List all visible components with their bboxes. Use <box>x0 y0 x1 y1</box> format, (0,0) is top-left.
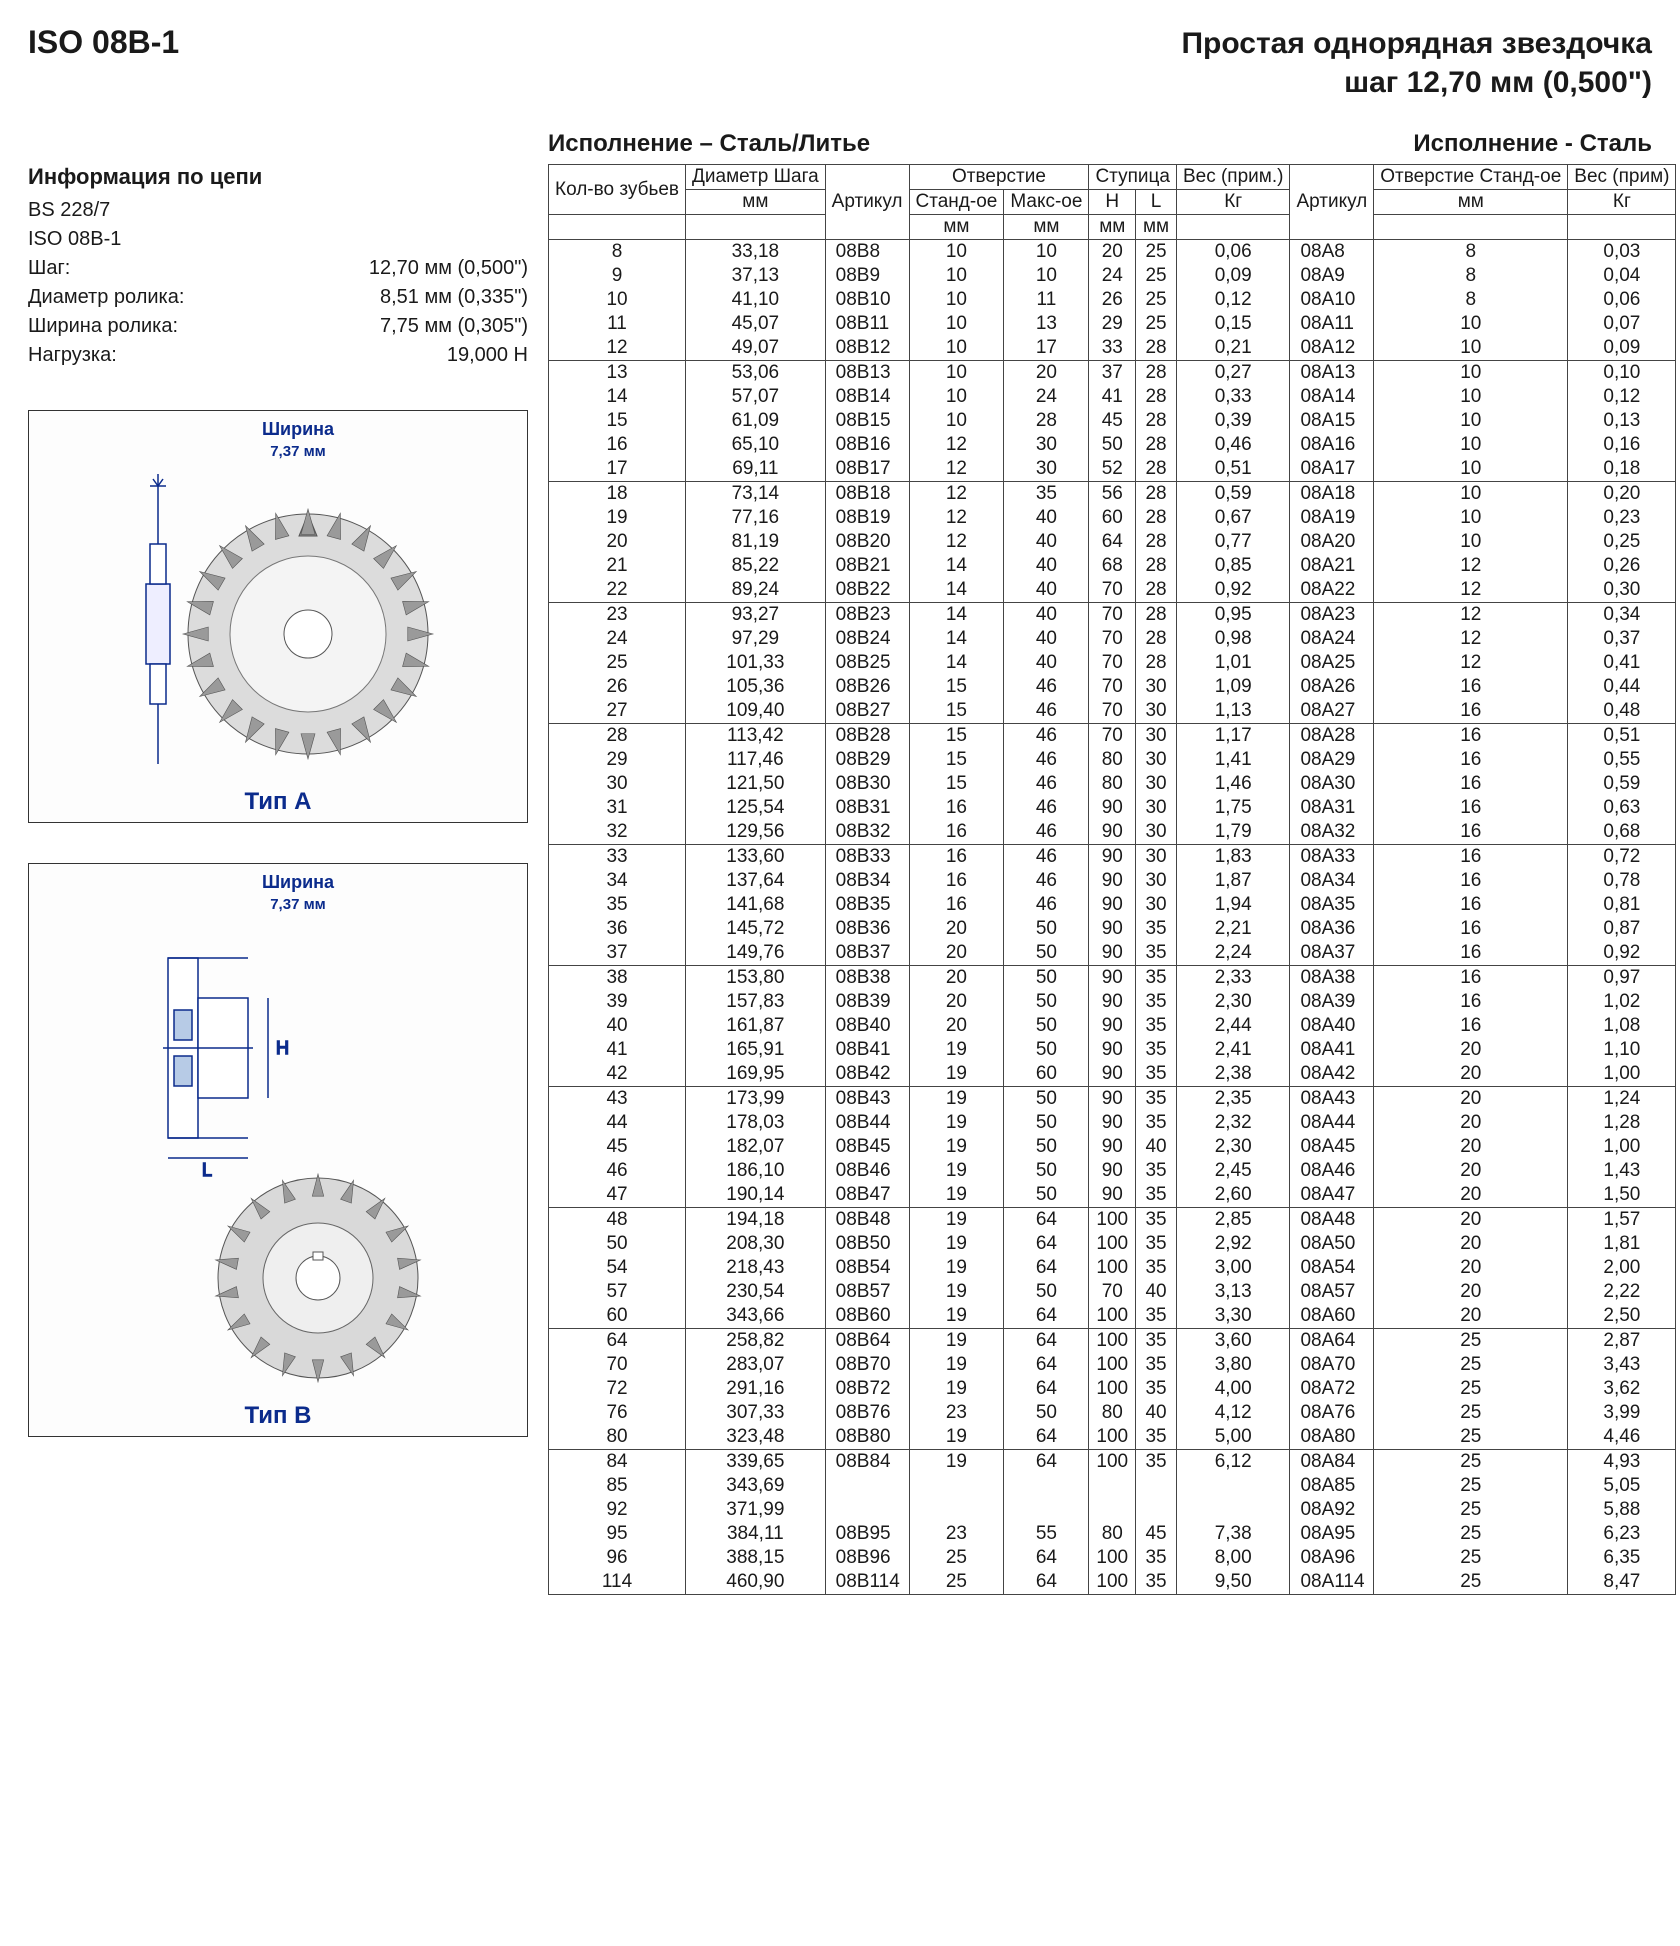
table-row: 42169,9508B42196090352,3808A42201,00 <box>549 1062 1676 1087</box>
execution-right: Исполнение - Сталь <box>1413 130 1652 158</box>
table-row: 85343,6908A85255,05 <box>549 1474 1676 1498</box>
chain-info-title: Информация по цепи <box>28 164 528 190</box>
sprocket-type-b-svg: H L <box>98 918 458 1398</box>
table-row: 84339,6508B841964100356,1208A84254,93 <box>549 1450 1676 1475</box>
diagram-b-caption: Тип B <box>39 1402 517 1430</box>
chain-info-line: BS 228/7 <box>28 196 528 225</box>
table-row: 28113,4208B28154670301,1708A28160,51 <box>549 724 1676 749</box>
table-row: 26105,3608B26154670301,0908A26160,44 <box>549 675 1676 699</box>
execution-subheader: Исполнение – Сталь/Литье Исполнение - Ст… <box>548 130 1652 158</box>
diagram-type-b: Ширина 7,37 мм H L <box>28 863 528 1436</box>
table-row: 2289,2408B22144070280,9208A22120,30 <box>549 578 1676 603</box>
diagram-a-caption: Тип A <box>39 788 517 816</box>
table-row: 96388,1508B962564100358,0008A96256,35 <box>549 1546 1676 1570</box>
table-row: 833,1808B8101020250,0608A880,03 <box>549 240 1676 265</box>
table-row: 41165,9108B41195090352,4108A41201,10 <box>549 1038 1676 1062</box>
table-row: 1769,1108B17123052280,5108A17100,18 <box>549 457 1676 482</box>
table-row: 92371,9908A92255,88 <box>549 1498 1676 1522</box>
chain-info-line: Диаметр ролика:8,51 мм (0,335") <box>28 283 528 312</box>
iso-code: ISO 08B-1 <box>28 24 179 61</box>
page-title: Простая однорядная звездочка шаг 12,70 м… <box>1181 24 1652 102</box>
table-row: 30121,5008B30154680301,4608A30160,59 <box>549 772 1676 796</box>
chain-info-line: ISO 08B-1 <box>28 225 528 254</box>
table-row: 2185,2208B21144068280,8508A21120,26 <box>549 554 1676 578</box>
table-row: 54218,4308B541964100353,0008A54202,00 <box>549 1256 1676 1280</box>
table-row: 32129,5608B32164690301,7908A32160,68 <box>549 820 1676 845</box>
table-body: 833,1808B8101020250,0608A880,03937,1308B… <box>549 240 1676 1595</box>
table-row: 2081,1908B20124064280,7708A20100,25 <box>549 530 1676 554</box>
table-row: 76307,3308B76235080404,1208A76253,99 <box>549 1401 1676 1425</box>
table-row: 72291,1608B721964100354,0008A72253,62 <box>549 1377 1676 1401</box>
table-row: 36145,7208B36205090352,2108A36160,87 <box>549 917 1676 941</box>
table-row: 27109,4008B27154670301,1308A27160,48 <box>549 699 1676 724</box>
chain-info-line: Нагрузка:19,000 Н <box>28 341 528 370</box>
sprocket-type-a-svg <box>98 464 458 784</box>
table-row: 33133,6008B33164690301,8308A33160,72 <box>549 845 1676 870</box>
table-row: 70283,0708B701964100353,8008A70253,43 <box>549 1353 1676 1377</box>
svg-text:H: H <box>276 1038 289 1058</box>
sprocket-table: Кол-во зубьев Диаметр Шага Артикул Отвер… <box>548 164 1676 1595</box>
table-row: 95384,1108B95235580457,3808A95256,23 <box>549 1522 1676 1546</box>
table-row: 37149,7608B37205090352,2408A37160,92 <box>549 941 1676 966</box>
table-row: 1249,0708B12101733280,2108A12100,09 <box>549 336 1676 361</box>
table-row: 2497,2908B24144070280,9808A24120,37 <box>549 627 1676 651</box>
table-row: 1561,0908B15102845280,3908A15100,13 <box>549 409 1676 433</box>
table-row: 114460,9008B1142564100359,5008A114258,47 <box>549 1570 1676 1595</box>
table-row: 1457,0708B14102441280,3308A14100,12 <box>549 385 1676 409</box>
chain-info-block: Информация по цепи BS 228/7ISO 08B-1Шаг:… <box>28 164 528 370</box>
table-row: 1145,0708B11101329250,1508A11100,07 <box>549 312 1676 336</box>
page-header: ISO 08B-1 Простая однорядная звездочка ш… <box>28 24 1652 102</box>
table-row: 1977,1608B19124060280,6708A19100,23 <box>549 506 1676 530</box>
chain-info-line: Ширина ролика:7,75 мм (0,305") <box>28 312 528 341</box>
table-row: 50208,3008B501964100352,9208A50201,81 <box>549 1232 1676 1256</box>
table-row: 57230,5408B57195070403,1308A57202,22 <box>549 1280 1676 1304</box>
table-row: 35141,6808B35164690301,9408A35160,81 <box>549 893 1676 917</box>
table-row: 60343,6608B601964100353,3008A60202,50 <box>549 1304 1676 1329</box>
table-row: 40161,8708B40205090352,4408A40161,08 <box>549 1014 1676 1038</box>
table-row: 1665,1008B16123050280,4608A16100,16 <box>549 433 1676 457</box>
table-row: 45182,0708B45195090402,3008A45201,00 <box>549 1135 1676 1159</box>
table-row: 39157,8308B39205090352,3008A39161,02 <box>549 990 1676 1014</box>
table-row: 2393,2708B23144070280,9508A23120,34 <box>549 603 1676 628</box>
chain-info-line: Шаг:12,70 мм (0,500") <box>28 254 528 283</box>
execution-left: Исполнение – Сталь/Литье <box>548 130 870 158</box>
table-row: 38153,8008B38205090352,3308A38160,97 <box>549 966 1676 991</box>
table-row: 47190,1408B47195090352,6008A47201,50 <box>549 1183 1676 1208</box>
svg-text:L: L <box>202 1160 212 1180</box>
table-head: Кол-во зубьев Диаметр Шага Артикул Отвер… <box>549 165 1676 240</box>
table-row: 80323,4808B801964100355,0008A80254,46 <box>549 1425 1676 1450</box>
table-row: 48194,1808B481964100352,8508A48201,57 <box>549 1208 1676 1233</box>
table-row: 34137,6408B34164690301,8708A34160,78 <box>549 869 1676 893</box>
table-row: 31125,5408B31164690301,7508A31160,63 <box>549 796 1676 820</box>
table-row: 1041,1008B10101126250,1208A1080,06 <box>549 288 1676 312</box>
table-row: 46186,1008B46195090352,4508A46201,43 <box>549 1159 1676 1183</box>
diagram-type-a: Ширина 7,37 мм <box>28 410 528 823</box>
table-row: 25101,3308B25144070281,0108A25120,41 <box>549 651 1676 675</box>
table-row: 64258,8208B641964100353,6008A64252,87 <box>549 1329 1676 1354</box>
table-row: 43173,9908B43195090352,3508A43201,24 <box>549 1087 1676 1112</box>
table-row: 1873,1408B18123556280,5908A18100,20 <box>549 482 1676 507</box>
table-row: 1353,0608B13102037280,2708A13100,10 <box>549 361 1676 386</box>
table-row: 937,1308B9101024250,0908A980,04 <box>549 264 1676 288</box>
table-row: 29117,4608B29154680301,4108A29160,55 <box>549 748 1676 772</box>
table-row: 44178,0308B44195090352,3208A44201,28 <box>549 1111 1676 1135</box>
